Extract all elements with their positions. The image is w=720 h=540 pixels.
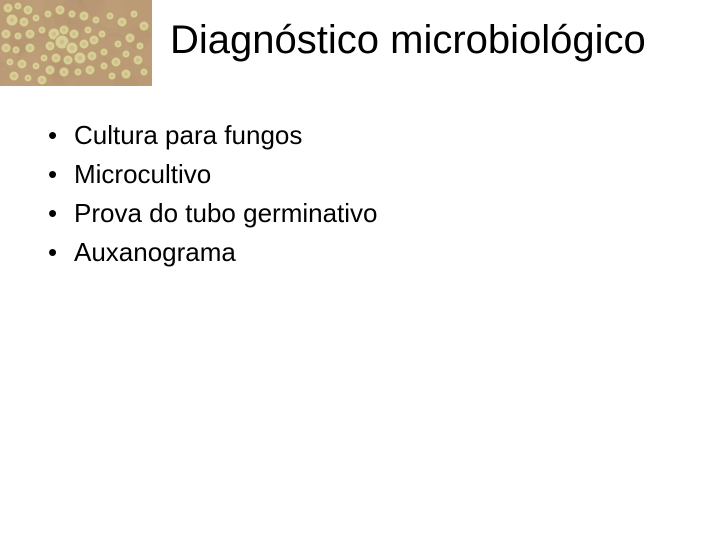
bullet-text: Cultura para fungos: [74, 118, 302, 153]
bullet-item: •Prova do tubo germinativo: [48, 196, 680, 231]
bullet-item: •Cultura para fungos: [48, 118, 680, 153]
bullet-marker-icon: •: [48, 157, 74, 192]
bullet-marker-icon: •: [48, 118, 74, 153]
bullet-text: Auxanograma: [74, 235, 236, 270]
thumbnail-image: [0, 0, 152, 86]
bullet-marker-icon: •: [48, 196, 74, 231]
bullet-item: •Microcultivo: [48, 157, 680, 192]
bullet-text: Prova do tubo germinativo: [74, 196, 378, 231]
bullet-item: •Auxanograma: [48, 235, 680, 270]
bullet-marker-icon: •: [48, 235, 74, 270]
slide-root: Diagnóstico microbiológico •Cultura para…: [0, 0, 720, 540]
bullet-text: Microcultivo: [74, 157, 211, 192]
slide-title: Diagnóstico microbiológico: [170, 18, 700, 63]
bullet-list: •Cultura para fungos•Microcultivo•Prova …: [48, 118, 680, 274]
